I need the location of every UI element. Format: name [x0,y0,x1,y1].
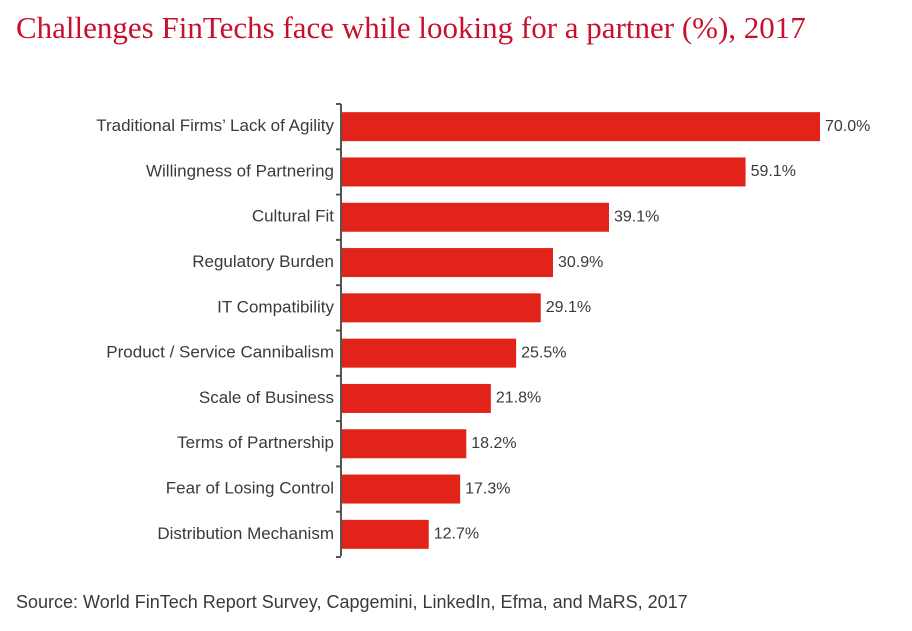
value-label: 21.8% [496,390,541,407]
chart-title: Challenges FinTechs face while looking f… [16,10,806,45]
bar [342,429,467,459]
category-label: Scale of Business [199,388,334,407]
category-label: Terms of Partnership [177,433,334,452]
value-label: 17.3% [465,480,510,497]
bar [342,293,541,323]
bar [342,383,491,413]
value-label: 70.0% [825,118,870,135]
value-label: 12.7% [434,526,479,543]
category-label: Fear of Losing Control [166,479,334,498]
bar [342,519,429,549]
bar [342,157,746,187]
bar [342,248,554,278]
value-label: 29.1% [546,299,591,316]
value-label: 30.9% [558,254,603,271]
category-label: IT Compatibility [217,297,334,316]
category-label: Distribution Mechanism [157,524,334,543]
category-label: Regulatory Burden [192,252,334,271]
bar [342,474,461,504]
bar [342,338,517,368]
category-label: Cultural Fit [252,207,334,226]
bar [342,112,820,142]
category-label: Product / Service Cannibalism [106,343,334,362]
bar [342,202,609,232]
value-label: 18.2% [471,435,516,452]
category-label: Willingness of Partnering [146,161,334,180]
source-note: Source: World FinTech Report Survey, Cap… [16,592,688,612]
value-label: 39.1% [614,208,659,225]
value-label: 25.5% [521,344,566,361]
category-label: Traditional Firms’ Lack of Agility [96,116,334,135]
value-label: 59.1% [751,163,796,180]
